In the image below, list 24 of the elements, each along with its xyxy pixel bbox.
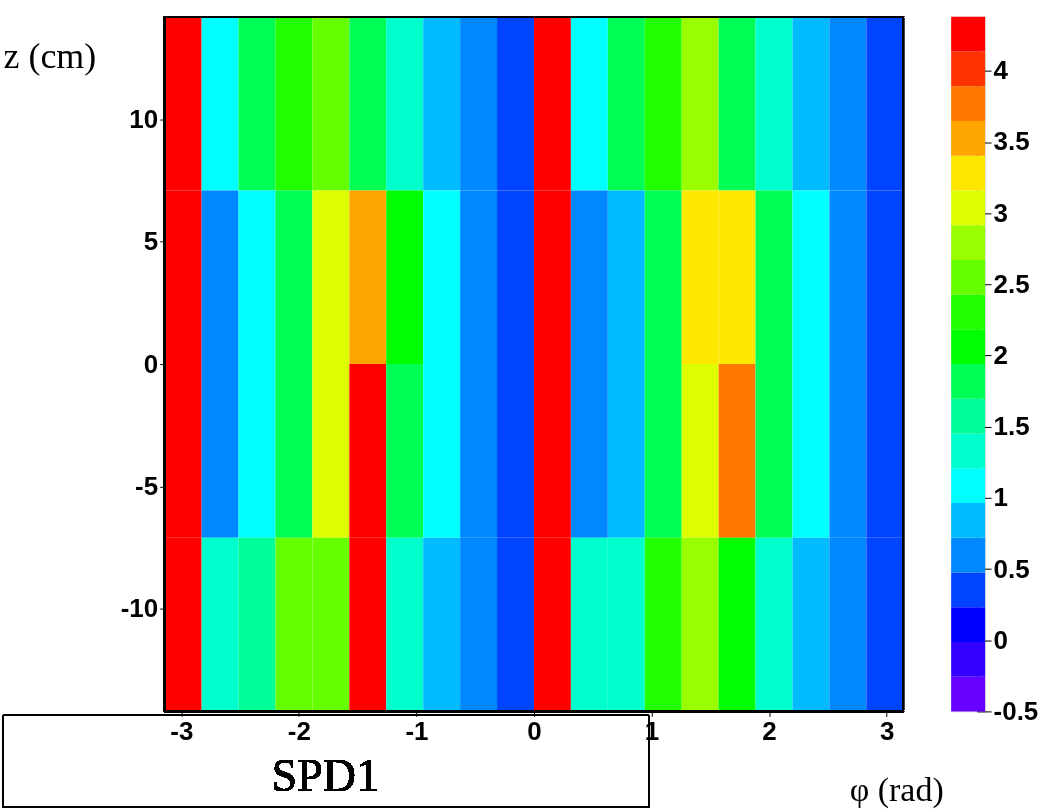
x-tick-label: -1 [405, 716, 429, 745]
color-bar-label: 0.5 [993, 554, 1030, 583]
color-bar-label: -0.5 [993, 696, 1039, 725]
y-axis-title: z (cm) [3, 36, 97, 77]
color-bar-label: 2.5 [993, 269, 1030, 298]
color-bar-label: 3 [993, 198, 1009, 227]
y-tick-label: 0 [143, 349, 159, 378]
y-tick-label: 5 [143, 227, 159, 256]
color-bar-label: 3.5 [993, 127, 1030, 156]
color-bar-label: 2 [993, 341, 1009, 370]
color-bar-label: 0 [993, 625, 1009, 654]
color-bar-label: 1.5 [993, 412, 1030, 441]
y-tick-label: -5 [135, 471, 159, 500]
x-tick-label: -3 [170, 716, 194, 745]
text: SPD1 [271, 750, 379, 802]
color-bar-label: 1 [993, 483, 1009, 512]
x-tick-label: 0 [527, 716, 542, 745]
x-axis-title: φ (rad) [849, 770, 944, 809]
y-tick-label: 10 [129, 104, 159, 133]
y-tick-label: -10 [120, 594, 159, 623]
color-bar-label: 4 [993, 56, 1009, 85]
x-tick-label: 3 [879, 716, 895, 745]
x-tick-label: -2 [287, 716, 311, 745]
x-tick-label: 2 [762, 716, 777, 745]
